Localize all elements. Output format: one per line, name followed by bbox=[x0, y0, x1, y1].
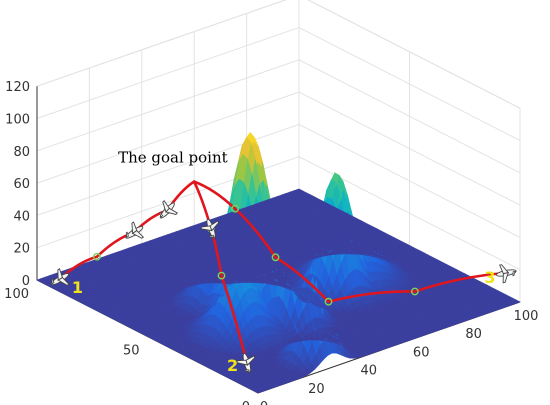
path-uav-2 bbox=[192, 180, 249, 365]
aircraft-icon bbox=[496, 264, 517, 284]
x-tick-label: 100 bbox=[514, 309, 539, 324]
path-uav-3 bbox=[192, 180, 508, 304]
waypoint-marker bbox=[217, 271, 226, 280]
start-label-1: 1 bbox=[72, 278, 83, 297]
surface-patch bbox=[36, 278, 46, 283]
y-tick-label: 50 bbox=[123, 344, 140, 359]
waypoint-marker bbox=[410, 287, 419, 296]
x-tick-label: 80 bbox=[465, 327, 482, 342]
z-gridline bbox=[36, 0, 521, 109]
y-tick-label: 0 bbox=[242, 400, 250, 405]
waypoint-marker bbox=[324, 297, 333, 306]
aircraft-tail bbox=[208, 234, 215, 238]
aircraft-tail bbox=[244, 369, 250, 373]
y-tick-label: 100 bbox=[4, 287, 29, 302]
z-tick-label: 120 bbox=[5, 80, 30, 95]
aircraft-wing bbox=[209, 220, 220, 232]
aircraft-wing bbox=[499, 264, 510, 275]
z-tick-label: 40 bbox=[13, 209, 30, 224]
aircraft-icon bbox=[159, 199, 179, 219]
x-tick-label: 0 bbox=[260, 400, 268, 405]
aircraft-wing bbox=[245, 355, 256, 366]
aircraft-tail bbox=[125, 231, 129, 238]
waypoint-marker bbox=[271, 253, 280, 262]
start-label-3: 3 bbox=[484, 268, 495, 287]
z-tick-label: 60 bbox=[13, 177, 30, 192]
x-tick-label: 40 bbox=[361, 364, 378, 379]
aircraft-wing bbox=[165, 207, 179, 215]
surface bbox=[36, 131, 521, 394]
aircraft-tail bbox=[159, 211, 164, 218]
z-tick-label: 0 bbox=[22, 274, 30, 289]
z-tick-label: 20 bbox=[13, 242, 30, 257]
aircraft-icon bbox=[125, 221, 145, 239]
aircraft-wing bbox=[57, 276, 70, 286]
x-tick-label: 20 bbox=[308, 382, 325, 397]
x-tick-label: 60 bbox=[413, 345, 430, 360]
aircraft-icon bbox=[236, 353, 256, 374]
goal-point-annotation: The goal point bbox=[118, 149, 228, 167]
z-tick-label: 100 bbox=[5, 113, 30, 128]
aircraft-tail bbox=[51, 278, 55, 285]
aircraft-tail bbox=[512, 270, 516, 277]
start-label-2: 2 bbox=[227, 356, 238, 375]
aircraft-icon bbox=[200, 218, 220, 239]
waypoint-marker bbox=[231, 204, 240, 213]
aircraft-wing bbox=[131, 230, 145, 239]
aircraft-icon bbox=[50, 268, 70, 286]
waypoint-marker bbox=[93, 252, 101, 261]
z-tick-label: 80 bbox=[13, 145, 30, 160]
